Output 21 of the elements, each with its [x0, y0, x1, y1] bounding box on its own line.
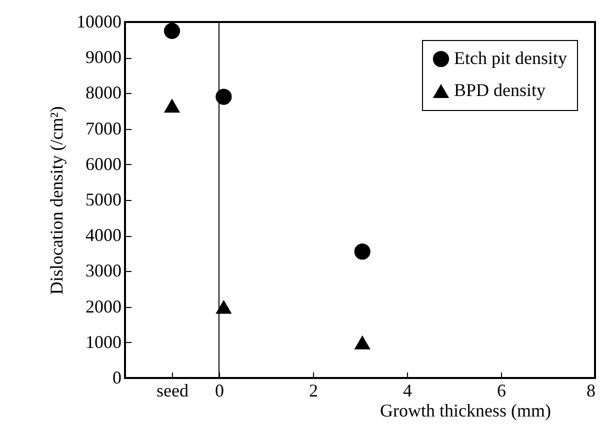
legend-label: Etch pit density [454, 48, 567, 68]
y-tick-label: 3000 [86, 260, 122, 281]
x-tick-label: seed [156, 380, 188, 400]
y-tick-label: 1000 [86, 332, 122, 352]
y-axis-title: Dislocation density (/cm²) [46, 106, 66, 295]
y-tick-label: 9000 [86, 47, 122, 68]
y-tick-label: 10000 [76, 12, 122, 32]
legend-label: BPD density [454, 80, 546, 100]
x-tick-label: 4 [403, 380, 412, 400]
y-tick-label: 8000 [86, 82, 122, 103]
y-tick-label: 4000 [86, 225, 122, 246]
y-tick-label: 2000 [86, 296, 122, 316]
x-axis-title: Growth thickness (mm) [380, 400, 551, 420]
x-tick-label: 2 [309, 380, 318, 400]
x-tick-label: 0 [215, 380, 224, 400]
y-tick-label: 6000 [86, 154, 122, 174]
y-tick-label: 5000 [86, 190, 122, 210]
y-tick-label: 7000 [86, 118, 122, 138]
x-tick-label: 6 [497, 380, 506, 400]
y-tick-label: 0 [112, 368, 122, 388]
x-tick-label: 8 [586, 380, 596, 400]
